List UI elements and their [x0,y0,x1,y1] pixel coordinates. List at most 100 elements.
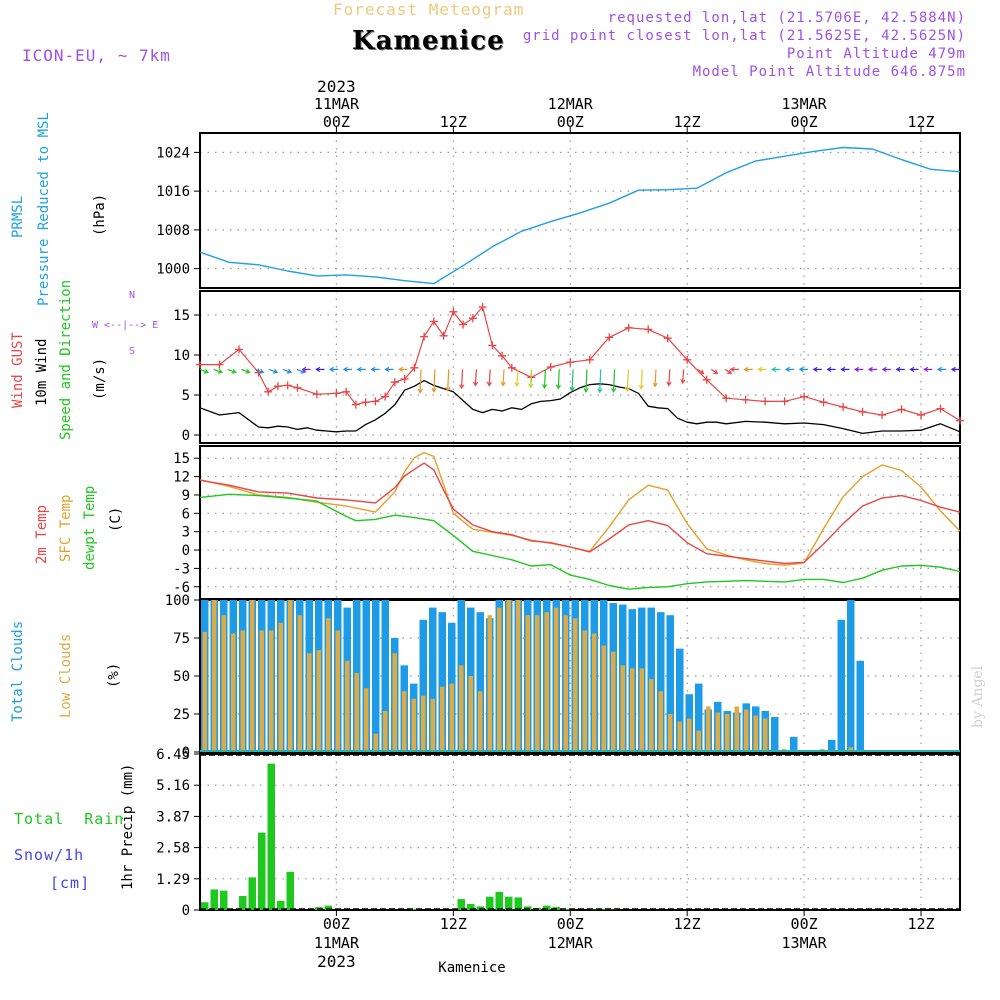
wind-arrow-head [895,366,901,372]
gust-marker [819,398,828,407]
gust-marker [683,355,692,364]
grid-point-coords: grid point closest lon,lat (21.5625E, 42… [522,28,966,44]
wind-ytick-label: 10 [173,348,190,364]
rain-bar [286,871,294,910]
gust-marker [663,334,672,343]
date-label-bottom: 11MAR [314,934,360,952]
total-cloud-bar [438,612,446,752]
wind-arrow-head [555,384,562,390]
model-label: ICON-EU, ~ 7km [22,46,171,65]
gust-marker [293,383,302,392]
low-cloud-bar [259,630,264,752]
rain-bar [467,903,475,910]
low-cloud-bar [364,688,369,752]
low-cloud-bar [316,650,321,752]
wind-arrow [599,369,602,393]
gust-marker [605,333,614,342]
gust-marker [546,363,555,371]
total-cloud-bar [419,619,427,752]
gust-marker [449,307,458,316]
wind-arrow [460,369,464,389]
gust-marker [196,360,204,369]
time-tick-label-top: 00Z [557,113,584,131]
pressure-frame [199,132,961,289]
date-label-top: 11MAR [314,95,360,113]
pressure-ytick-label: 1024 [156,145,190,161]
gust-marker [780,397,789,406]
wind-arrow-head [729,366,735,372]
gust-marker [332,389,341,398]
gust-marker [264,387,273,396]
footer-station-name: Kamenice [438,960,505,976]
wind-arrow [419,369,422,393]
wind-arrow-head [854,366,860,372]
temperature-ytick-label: 3 [182,525,190,541]
temperature-ytick-label: 15 [173,451,190,467]
gust-marker [800,392,809,401]
total-cloud-bar [847,600,855,752]
low-cloud-bar [392,653,397,752]
low-cloud-bar [487,615,492,752]
page-title: Kamenice [352,26,505,56]
gust-marker [439,331,448,340]
low-cloud-bar [525,615,530,752]
wind-arrow-head [514,382,520,388]
wind-arrow-head [569,386,575,392]
wind-arrow [227,368,236,373]
wind-arrow-head [356,366,362,372]
wind-arrow-head [638,384,644,390]
wind-speed-line [199,379,961,435]
faded-subtitle: Forecast Meteogram [333,0,525,19]
wind-arrow-head [881,366,887,372]
low-cloud-bar [202,631,207,752]
time-tick-label-bottom: 12Z [440,915,467,933]
wind-arrow-head [273,368,279,374]
pressure-ytick-label: 1008 [156,223,190,239]
wind-arrow [488,369,491,386]
wind-arrow-head [231,368,237,374]
wind-arrow-head [542,384,548,390]
gust-marker [478,303,487,311]
time-tick-label-top: 12Z [440,113,467,131]
total-cloud-bar [790,736,798,752]
wind-arrow [585,369,588,392]
low-cloud-bar [459,665,464,752]
low-cloud-bar [544,612,549,752]
rain-bar [277,900,285,910]
wind-ytick-label: 5 [182,388,190,404]
precipitation-frame [199,753,961,911]
time-tick-label-bottom: 00Z [323,915,350,933]
gust-marker [342,387,351,396]
time-tick-label-top: 00Z [791,113,818,131]
snow-unit: [cm] [50,874,91,892]
low-cloud-bar [573,618,578,752]
wind-arrow-head [445,386,451,392]
time-tick-label-bottom: 00Z [791,915,818,933]
wind-arrow-head [597,388,603,394]
total-cloud-bar [429,607,437,752]
wind-arrow-head [666,381,672,387]
low-cloud-bar [250,600,255,752]
low-cloud-bar [373,733,378,752]
wind-arrow [296,368,305,373]
precipitation-ytick-label: 2.58 [156,841,190,857]
gust-marker [459,320,468,329]
wind-arrow [697,368,704,374]
compass-north: N [129,290,136,301]
wind-arrow [213,368,223,373]
low-cloud-bar [468,676,473,752]
wind-arrow [241,368,250,373]
low-cloud-bar [478,691,483,752]
total-cloud-bar [837,619,845,752]
wind-arrow-head [583,387,589,393]
wind-arrow-head [652,382,658,388]
wind-arrow [557,369,560,389]
wind-arrow-head [370,366,376,372]
wind-arrow-head [342,366,348,372]
total-cloud-bar [381,600,389,752]
low-cloud-bar [611,651,616,752]
total-cloud-bar [657,612,665,752]
wind-arrow [710,368,718,374]
rain-bar [410,908,418,910]
low-cloud-bar [430,698,435,752]
